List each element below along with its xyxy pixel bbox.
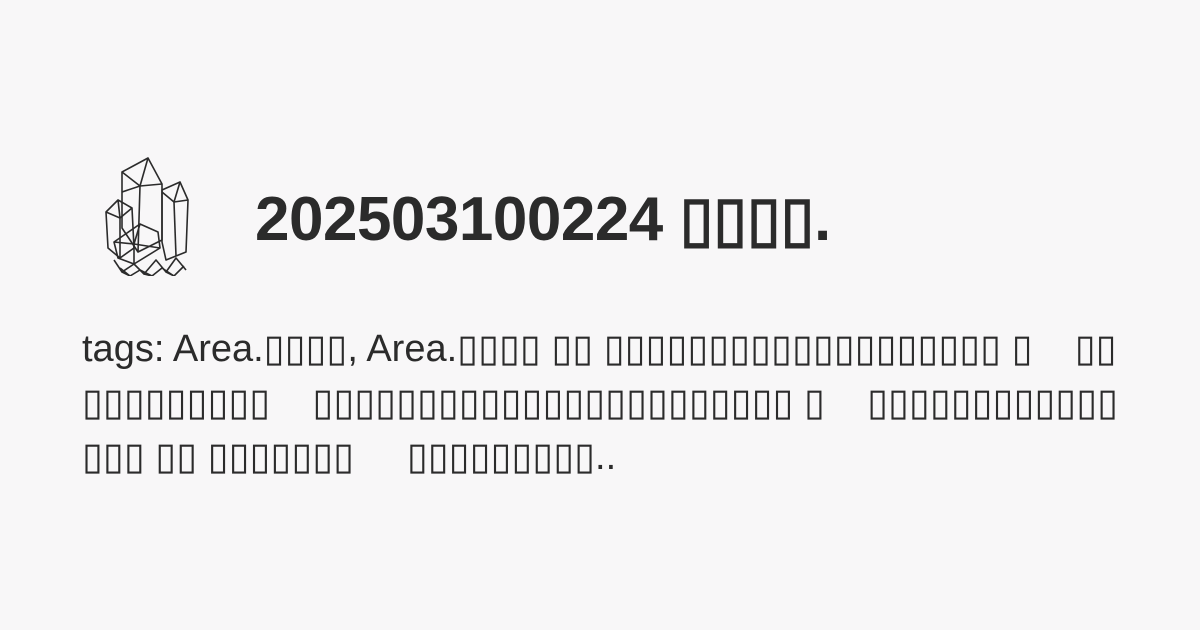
page-excerpt: tags: Area.▯▯▯▯, Area.▯▯▯▯ ▯▯ ▯▯▯▯▯▯▯▯▯▯… [82,328,1119,478]
crystal-cluster-icon [105,157,189,276]
page-title: 202503100224 ▯▯▯▯. [255,185,831,254]
